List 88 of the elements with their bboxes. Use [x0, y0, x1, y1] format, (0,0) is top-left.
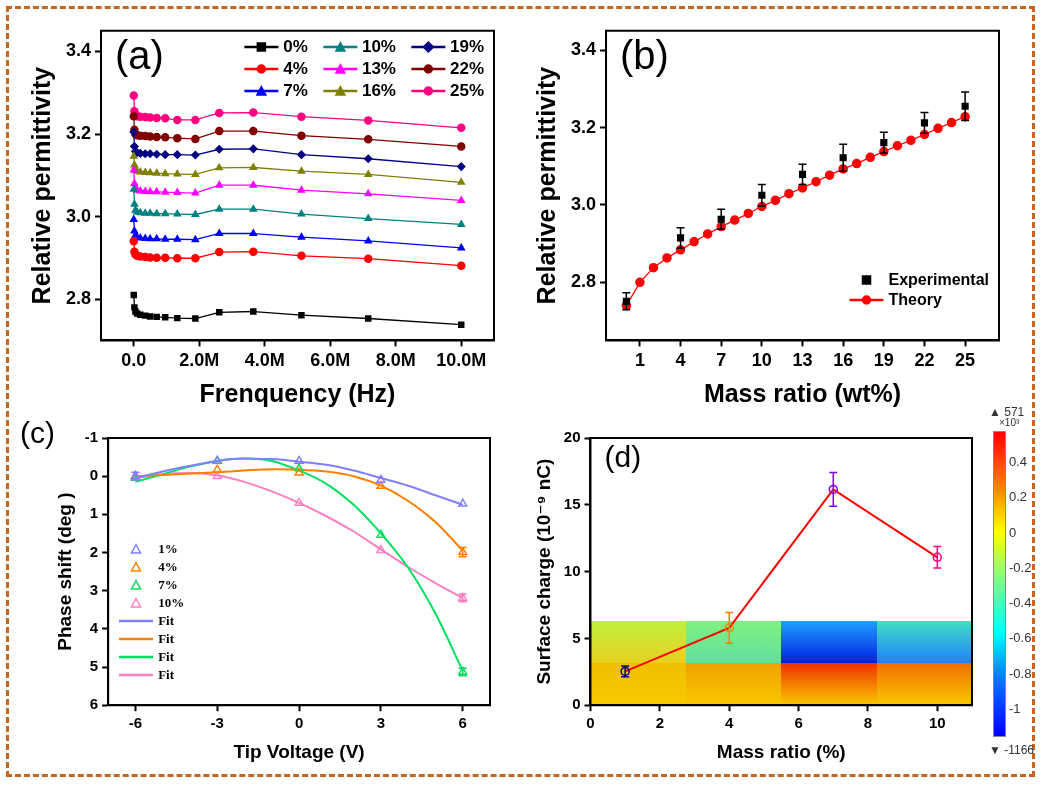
x-tick-label: -3	[210, 714, 224, 732]
color-bar-label: -1	[1009, 700, 1021, 716]
y-tick-label: 2.8	[570, 271, 597, 292]
x-tick-label: 25	[955, 350, 976, 371]
color-bar-label: 0	[1009, 524, 1017, 540]
legend-label: 7%	[158, 576, 178, 593]
y-tick-label: 0	[89, 466, 99, 484]
color-bar-label: -0.4	[1009, 594, 1032, 610]
color-bar-label: 0.2	[1009, 488, 1028, 504]
legend-label: 25%	[449, 80, 484, 101]
y-tick-label: 3.4	[65, 40, 92, 61]
y-tick-label: 3.0	[65, 205, 92, 226]
x-axis-title: Frenquency (Hz)	[199, 378, 396, 407]
text: ▼ -1166	[989, 743, 1035, 757]
color-bar-label: 0.4	[1009, 453, 1028, 469]
x-tick-label: 19	[873, 350, 894, 371]
y-tick-label: 6	[89, 695, 99, 713]
y-tick-label: 0	[572, 695, 581, 713]
legend-label: 22%	[449, 58, 484, 79]
legend-label: Fit	[158, 666, 175, 683]
text: (c)	[20, 416, 55, 449]
x-tick-label: 8.0M	[375, 350, 416, 371]
x-axis-title: Tip Voltage (V)	[233, 740, 365, 762]
legend-label: 13%	[361, 58, 396, 79]
text: ▲ 571	[989, 405, 1025, 419]
legend-label: Fit	[158, 612, 175, 629]
y-tick-label: 2	[89, 542, 99, 560]
y-tick-label: 3.4	[570, 39, 597, 60]
x-tick-label: 4.0M	[244, 350, 285, 371]
legend-label: 10%	[361, 36, 396, 57]
y-tick-label: 15	[563, 494, 581, 512]
y-tick-label: 5	[89, 657, 99, 675]
x-tick-label: 1	[634, 350, 645, 371]
x-axis-title: Mass ratio (%)	[716, 740, 846, 762]
y-tick-label: 5	[572, 628, 581, 646]
legend-label: Experimental	[888, 271, 989, 290]
y-tick-label: 4	[89, 619, 99, 636]
x-tick-label: 10.0M	[436, 350, 487, 371]
y-tick-label: 20	[563, 428, 581, 446]
x-axis-title: Mass ratio (wt%)	[703, 378, 902, 407]
y-tick-label: 2.8	[65, 288, 92, 309]
legend-label: 0%	[283, 36, 308, 57]
x-tick-label: 0.0	[121, 350, 147, 371]
x-tick-label: 16	[833, 350, 854, 371]
color-bar-label: -0.8	[1009, 665, 1032, 681]
x-tick-label: 4	[725, 714, 735, 732]
legend-label: 19%	[449, 36, 484, 57]
y-tick-label: 3.2	[570, 116, 597, 137]
legend-label: 7%	[283, 80, 308, 101]
legend-label: 16%	[361, 80, 396, 101]
x-tick-label: 4	[675, 350, 686, 371]
y-tick-label: 10	[563, 561, 581, 579]
x-tick-label: 6.0M	[310, 350, 351, 371]
x-tick-label: 10	[751, 350, 772, 371]
x-tick-label: 22	[914, 350, 935, 371]
legend-label: Theory	[888, 291, 942, 310]
y-axis-title: Relative permittivity	[531, 66, 560, 305]
x-tick-label: 3	[376, 714, 386, 732]
y-axis-title: Phase shift (deg )	[53, 492, 75, 651]
color-bar-label: -0.6	[1009, 629, 1032, 645]
x-tick-label: 13	[792, 350, 813, 371]
annotation: (a)	[115, 32, 164, 77]
y-tick-label: 1	[89, 504, 99, 522]
x-tick-label: 7	[716, 350, 727, 371]
legend-label: 1%	[158, 540, 178, 557]
y-tick-label: 3.2	[65, 122, 92, 143]
x-tick-label: 6	[794, 714, 803, 732]
y-tick-label: 3	[89, 580, 99, 598]
x-tick-label: 6	[458, 714, 467, 732]
annotation: (d)	[604, 440, 642, 473]
y-axis-title: Relative permittivity	[26, 66, 55, 305]
legend-label: Fit	[158, 630, 175, 647]
y-tick-label: -1	[84, 428, 99, 446]
x-tick-label: -6	[128, 714, 143, 732]
legend-label: 4%	[158, 558, 178, 575]
y-tick-label: 3.0	[570, 193, 597, 214]
color-bar-label: -0.2	[1009, 559, 1032, 575]
x-tick-label: 8	[863, 714, 873, 732]
legend-label: 10%	[158, 594, 185, 611]
annotation: (b)	[620, 32, 669, 77]
x-tick-label: 2.0M	[179, 350, 220, 371]
x-tick-label: 2	[655, 714, 665, 732]
x-tick-label: 10	[928, 714, 946, 732]
x-tick-label: 0	[294, 714, 304, 732]
text: ×10³	[999, 417, 1020, 428]
legend-label: Fit	[158, 648, 175, 665]
y-axis-title: Surface charge (10⁻⁹ nC)	[532, 458, 554, 685]
legend-label: 4%	[283, 58, 308, 79]
